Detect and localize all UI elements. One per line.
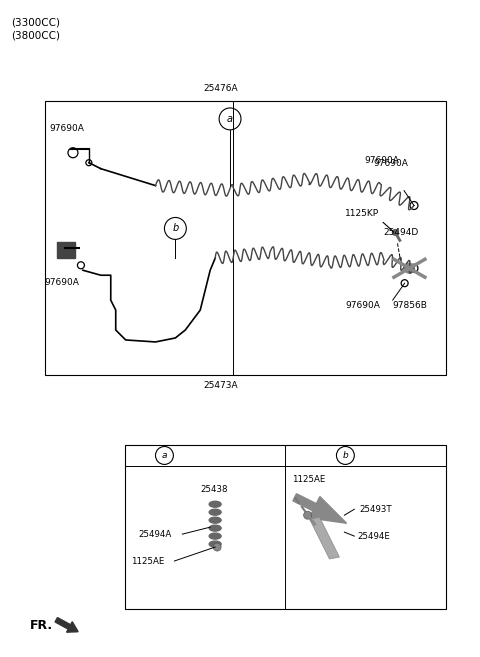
Text: 25473A: 25473A: [204, 381, 238, 390]
Ellipse shape: [209, 501, 221, 507]
Text: FR.: FR.: [30, 620, 53, 632]
Text: 97690A: 97690A: [373, 159, 408, 168]
Text: 25476A: 25476A: [204, 84, 238, 93]
Text: 1125AE: 1125AE: [292, 475, 325, 484]
Ellipse shape: [405, 263, 414, 273]
Text: 1125AE: 1125AE: [131, 556, 164, 566]
Text: 97856B: 97856B: [393, 301, 428, 309]
FancyArrow shape: [55, 618, 78, 632]
Circle shape: [410, 202, 418, 210]
Text: (3300CC): (3300CC): [11, 18, 60, 28]
Ellipse shape: [209, 541, 221, 547]
Ellipse shape: [209, 509, 221, 515]
Circle shape: [213, 543, 221, 551]
Text: 25493T: 25493T: [360, 505, 392, 514]
Circle shape: [77, 261, 84, 269]
Ellipse shape: [209, 533, 221, 539]
Text: a: a: [162, 451, 167, 460]
Circle shape: [336, 447, 354, 464]
Bar: [45, 101, 446, 374]
Text: b: b: [343, 451, 348, 460]
Text: 25494A: 25494A: [139, 530, 172, 539]
Ellipse shape: [209, 525, 221, 531]
Circle shape: [401, 280, 408, 286]
Text: 97690A: 97690A: [44, 278, 79, 286]
Polygon shape: [310, 517, 339, 559]
Text: 1125KP: 1125KP: [345, 209, 379, 218]
Text: 25494D: 25494D: [383, 228, 419, 237]
Text: 97690A: 97690A: [49, 124, 84, 133]
Circle shape: [219, 108, 241, 130]
Text: b: b: [172, 223, 179, 233]
Circle shape: [68, 148, 78, 158]
Ellipse shape: [209, 517, 221, 523]
Text: 25494E: 25494E: [357, 532, 390, 541]
Text: 25438: 25438: [200, 485, 228, 494]
Circle shape: [304, 511, 312, 519]
Text: a: a: [227, 114, 233, 124]
Circle shape: [165, 217, 186, 239]
Text: 97690A: 97690A: [345, 301, 380, 309]
Text: 97690A: 97690A: [364, 156, 399, 165]
Text: (3800CC): (3800CC): [11, 30, 60, 40]
Bar: [57, 242, 75, 258]
Bar: [125, 445, 446, 609]
Circle shape: [86, 160, 92, 166]
Circle shape: [156, 447, 173, 464]
FancyArrow shape: [293, 493, 347, 523]
Circle shape: [410, 264, 418, 272]
Circle shape: [392, 229, 398, 235]
